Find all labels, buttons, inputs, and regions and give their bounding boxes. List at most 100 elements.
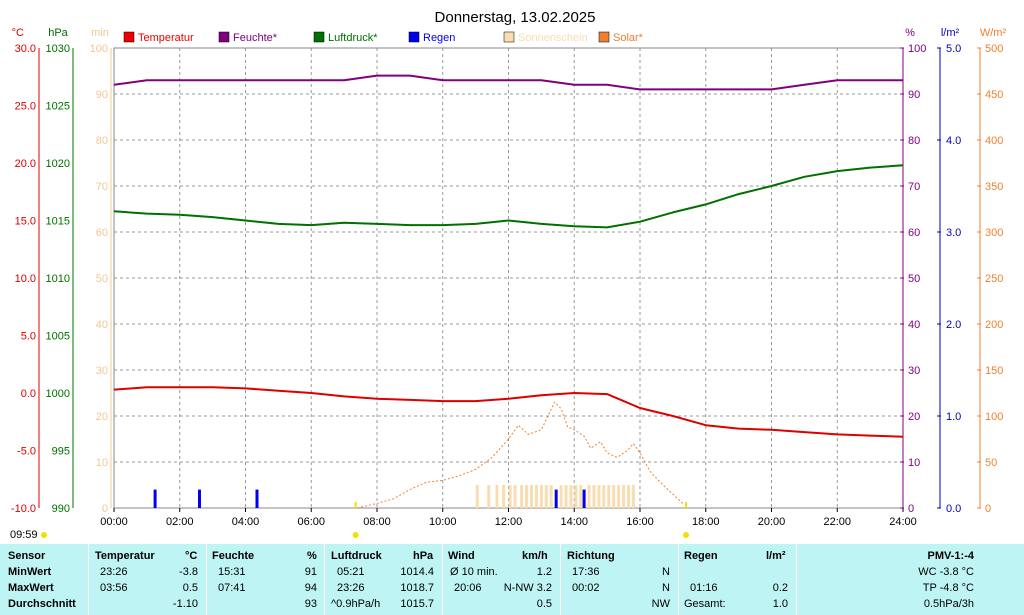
temp-tick-label: 5.0: [21, 331, 36, 343]
legend-swatch: [598, 31, 610, 43]
series-sonnenschein-bar: [530, 485, 534, 508]
min-hum-time: 15:31: [218, 566, 246, 578]
x-tick-label: 12:00: [495, 516, 523, 528]
sun_min-tick-label: 80: [96, 135, 108, 147]
header-pressure-unit: hPa: [413, 550, 434, 562]
avg-hum-value: 93: [304, 598, 317, 610]
sun_min-tick-label: 20: [96, 411, 108, 423]
x-tick-label: 08:00: [363, 516, 391, 528]
series-sonnenschein-bar: [513, 485, 517, 508]
solar-tick-label: 100: [985, 411, 1003, 423]
humidity-tick-label: 70: [908, 181, 920, 193]
legend-label: Temperatur: [138, 32, 194, 44]
sun_min-tick-label: 90: [96, 89, 108, 101]
wind-avg-label: Ø 10 min.: [450, 566, 498, 578]
legend-label: Feuchte*: [233, 32, 278, 44]
series-luftdruck-line: [113, 164, 904, 229]
wind-avg-value: 1.2: [536, 566, 552, 578]
legend-label: Luftdruck*: [328, 32, 378, 44]
humidity-tick-label: 80: [908, 135, 920, 147]
solar-tick-label: 350: [985, 181, 1003, 193]
max-dir-time: 00:02: [572, 582, 600, 594]
rain-tick-label: 5.0: [946, 43, 961, 55]
series-regen-bar: [197, 489, 201, 508]
series-sonnenschein-bar: [626, 485, 630, 508]
chart-title: Donnerstag, 13.02.2025: [435, 9, 596, 26]
pmv-tp: TP -4.8 °C: [922, 582, 974, 594]
plot-area: [113, 74, 904, 538]
rain-tick-label: 0.0: [946, 503, 961, 515]
humidity-tick-label: 100: [908, 43, 926, 55]
humidity-tick-label: 20: [908, 411, 920, 423]
legend-label: Regen: [423, 32, 455, 44]
header-pressure: Luftdruck: [331, 550, 382, 562]
sunrise-icon: [352, 532, 359, 538]
humidity-tick-label: 90: [908, 89, 920, 101]
sun_min-tick-label: 70: [96, 181, 108, 193]
series-solar-line: [357, 401, 684, 509]
series-sonnenschein-bar: [487, 485, 491, 508]
x-tick-label: 00:00: [100, 516, 128, 528]
max-press-time: 23:26: [337, 582, 365, 594]
solar-tick-label: 450: [985, 89, 1003, 101]
header-temperature: Temperatur: [95, 550, 155, 562]
pmv-wc: WC -3.8 °C: [918, 566, 974, 578]
wind-gust-value: N-NW 3.2: [503, 582, 552, 594]
solar-tick-label: 150: [985, 365, 1003, 377]
sun_min-tick-label: 10: [96, 457, 108, 469]
corner-time: 09:59: [10, 529, 38, 541]
series-sonnenschein-bar: [539, 485, 543, 508]
avg-wind-value: 0.5: [536, 598, 552, 610]
sun_min-tick-label: 0: [102, 503, 108, 515]
x-axis: 00:00 02:00 04:00 06:00 08:00 10:00 12:00 14:00…: [100, 508, 917, 528]
pressure-tick-label: 1015: [46, 216, 70, 228]
x-tick-label: 24:00: [889, 516, 917, 528]
header-direction: Richtung: [567, 550, 615, 562]
humidity-axis-unit: %: [905, 27, 915, 39]
min-press-value: 1014.4: [400, 566, 434, 578]
humidity-tick-label: 30: [908, 365, 920, 377]
solar-tick-label: 400: [985, 135, 1003, 147]
humidity-tick-label: 0: [908, 503, 914, 515]
series-sonnenschein-bar: [520, 485, 524, 508]
solar-axis-unit: W/m²: [980, 27, 1007, 39]
header-temperature-unit: °C: [185, 550, 198, 562]
series-sonnenschein-bar: [592, 485, 596, 508]
x-tick-label: 02:00: [166, 516, 194, 528]
rain-total-value: 1.0: [772, 598, 788, 610]
rain-total-label: Gesamt:: [684, 598, 726, 610]
solar-tick-label: 0: [985, 503, 991, 515]
max-rain-time: 01:16: [690, 582, 718, 594]
legend-label: Solar*: [613, 32, 644, 44]
stats-table: Sensor Temperatur °C Feuchte % Luftdruck…: [0, 544, 1024, 615]
max-rain-value: 0.2: [772, 582, 788, 594]
sun_min-axis-unit: min: [91, 27, 109, 39]
temp-axis-unit: °C: [12, 27, 24, 39]
pressure-tick-label: 995: [52, 446, 70, 458]
pressure-tick-label: 1010: [46, 273, 70, 285]
rain-tick-label: 4.0: [946, 135, 961, 147]
rain-axis-unit: l/m²: [941, 27, 960, 39]
solar-tick-label: 200: [985, 319, 1003, 331]
temp-tick-label: -10.0: [11, 503, 36, 515]
legend-item: Temperatur: [123, 31, 194, 44]
temp-tick-label: 20.0: [15, 158, 36, 170]
series-sonnenschein-bar: [602, 485, 606, 508]
solar-tick-label: 250: [985, 273, 1003, 285]
min-dir-time: 17:36: [572, 566, 600, 578]
series-sonnenschein-bar: [574, 485, 578, 508]
x-tick-label: 18:00: [692, 516, 720, 528]
pressure-axis-unit: hPa: [48, 27, 68, 39]
series-regen-bar: [582, 489, 586, 508]
pressure-tick-label: 1005: [46, 331, 70, 343]
header-pmv: PMV-1:-4: [927, 550, 974, 562]
pressure-tick-label: 1025: [46, 101, 70, 113]
series-sonnenschein-bar: [587, 485, 591, 508]
row-label-max: MaxWert: [8, 582, 54, 594]
pressure-tick-label: 1020: [46, 158, 70, 170]
humidity-tick-label: 50: [908, 273, 920, 285]
sun_min-tick-label: 40: [96, 319, 108, 331]
max-temp-time: 03:56: [100, 582, 128, 594]
legend-swatch: [313, 31, 325, 43]
x-tick-label: 14:00: [560, 516, 588, 528]
